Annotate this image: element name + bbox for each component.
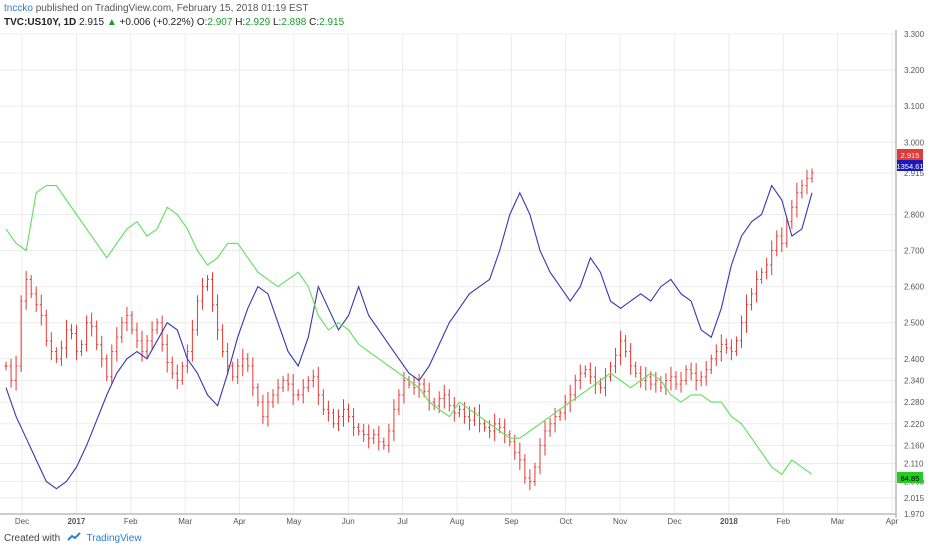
x-tick-label: Jun [342,517,355,526]
y-tick-label: 2.340 [904,376,925,385]
y-tick-label: 2.110 [904,459,924,468]
close-value: 2.915 [319,17,345,28]
y-tick-label: 3.300 [904,30,925,39]
time-axis: Dec 2017 Feb Mar Apr May Jun Jul Aug Sep Oct Nov Dec… [0,513,899,526]
footer: Created with TradingView [4,532,142,545]
last-price: 2.915 [79,17,105,28]
price-badge-label: 2.915 [901,151,920,160]
x-tick-label: Feb [776,517,790,526]
y-tick-label: 2.800 [904,210,925,219]
y-tick-label: 2.220 [904,420,925,429]
x-tick-label: Aug [450,517,464,526]
price-badge [897,472,923,483]
created-with-text: Created with [4,533,61,545]
y-tick-label: 2.280 [904,398,925,407]
published-text: published on TradingView.com, February 1… [35,3,309,14]
symbol-legend: TVC:US10Y, 1D 2.915 ▲ +0.006 (+0.22%) O:… [4,17,344,28]
y-tick-label: 1.970 [904,510,925,519]
y-tick-label: 2.160 [904,441,925,450]
y-tick-label: 2.500 [904,319,925,328]
price-axis: 3.300 3.200 3.100 3.000 2.915 2.800 2.700 2.600… [895,30,925,519]
y-tick-label: 2.915 [904,169,925,178]
blue-series-line [5,184,813,490]
y-tick-label: 2.700 [904,247,925,256]
y-tick-label: 3.100 [904,102,925,111]
x-tick-label: 2018 [720,517,738,526]
y-tick-label: 2.015 [904,494,925,503]
publisher-line: tnccko published on TradingView.com, Feb… [4,3,308,14]
close-label: C: [309,17,320,28]
price-badge-label: 84.85 [901,474,920,483]
x-tick-label: 2017 [67,517,85,526]
x-tick-label: Mar [831,517,845,526]
us10y-ohlc-series [4,168,814,491]
green-series-line [5,185,813,476]
high-value: 2.929 [245,17,271,28]
x-tick-label: Apr [886,517,899,526]
tradingview-logo-icon[interactable] [67,532,81,545]
x-tick-label: Nov [613,517,627,526]
x-tick-label: Dec [667,517,681,526]
open-label: O: [196,17,208,28]
symbol-label[interactable]: TVC:US10Y, 1D [4,17,77,28]
open-value: 2.907 [207,17,233,28]
x-tick-label: Oct [560,517,573,526]
x-tick-label: Apr [233,517,246,526]
price-badge [897,149,923,160]
x-tick-label: Dec [15,517,29,526]
plot-area [4,168,814,491]
up-arrow-icon: ▲ [106,17,117,28]
price-badge [897,160,923,171]
x-tick-label: Mar [178,517,192,526]
author-link[interactable]: tnccko [4,3,33,14]
change-value: +0.006 (+0.22%) [119,17,195,28]
y-tick-label: 2.400 [904,355,925,364]
price-badge-label: 1354.61 [896,162,923,171]
x-tick-label: Sep [504,517,519,526]
low-value: 2.898 [281,17,307,28]
x-tick-label: Jul [398,517,408,526]
x-tick-label: Feb [124,517,138,526]
y-tick-label: 2.600 [904,283,925,292]
high-label: H: [235,17,246,28]
y-tick-label: 3.200 [904,66,925,75]
x-tick-label: May [286,517,301,526]
tradingview-link[interactable]: TradingView [86,533,142,545]
low-label: L: [273,17,282,28]
y-tick-label: 3.000 [904,138,925,147]
